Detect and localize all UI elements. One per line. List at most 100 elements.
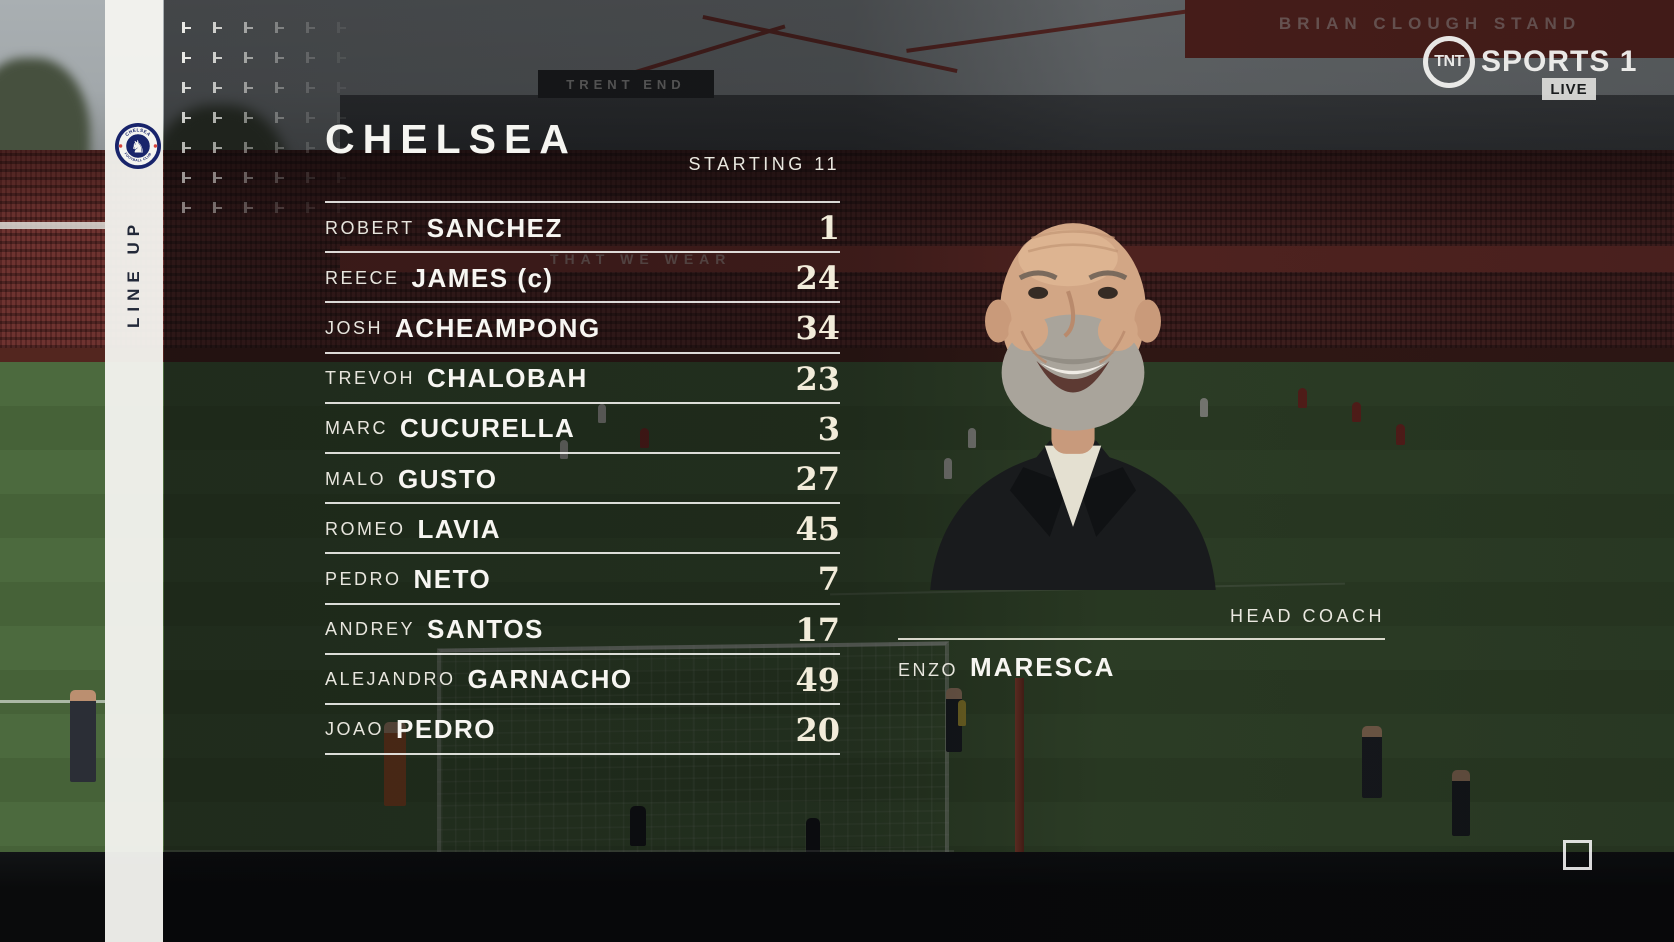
tnt-circle-icon: TNT (1423, 36, 1475, 88)
player-number: 3 (817, 409, 840, 448)
player-number: 45 (795, 510, 840, 549)
player-last-name: ACHEAMPONG (395, 312, 601, 343)
tick-icon (213, 82, 221, 93)
player-row: ROBERT SANCHEZ 1 (325, 201, 840, 251)
lineup-sidebar: CHELSEA FOOTBALL CLUB ♞ LINE UP (105, 0, 163, 942)
watermark-square (1563, 840, 1592, 870)
lion-glyph: ♞ (130, 138, 145, 157)
player-first-name: JOAO (325, 719, 385, 740)
player-last-name: GARNACHO (467, 664, 633, 695)
tick-icon (213, 142, 221, 153)
head-coach-label: HEAD COACH (1229, 606, 1385, 626)
coach-last-name: MARESCA (970, 652, 1116, 682)
coach-block: HEAD COACH ENZO MARESCA (898, 600, 1385, 695)
tick-icon (182, 82, 190, 93)
tick-icon (213, 52, 221, 63)
coach-photo (930, 223, 1216, 590)
tick-icon (275, 112, 283, 123)
player-row: PEDRO NETO 7 (325, 552, 840, 602)
tick-icon (306, 172, 314, 183)
player-last-name: GUSTO (398, 463, 498, 494)
tick-icon (337, 52, 345, 63)
starting-11-label: STARTING 11 (688, 154, 840, 174)
tick-icon (275, 142, 283, 153)
tick-icon (244, 22, 252, 33)
player-last-name: PEDRO (396, 714, 496, 745)
pitch-line (0, 700, 105, 703)
tick-icon (244, 52, 252, 63)
player-first-name: MARC (325, 418, 388, 439)
lineup-vertical-label: LINE UP (124, 218, 143, 328)
person-silhouette (70, 690, 96, 782)
tick-icon (244, 82, 252, 93)
tick-icon (182, 142, 190, 153)
tnt-sports-logo: TNT SPORTS 1 LIVE (1415, 28, 1660, 103)
tick-icon (182, 172, 190, 183)
tick-icon (306, 52, 314, 63)
player-row: MALO GUSTO 27 (325, 451, 840, 502)
tick-icon (275, 52, 283, 63)
tick-icon (306, 202, 314, 213)
player-first-name: TREVOH (325, 368, 416, 389)
player-last-name: SANTOS (427, 614, 544, 645)
player-row: ANDREY SANTOS 17 (325, 602, 840, 653)
tick-icon (244, 142, 252, 153)
coach-name: ENZO MARESCA (898, 652, 1115, 683)
player-number: 49 (795, 660, 840, 699)
tick-icon (306, 112, 314, 123)
tick-icon (306, 82, 314, 93)
tick-icon (337, 22, 345, 33)
player-last-name: CHALOBAH (427, 363, 588, 394)
player-row: JOSH ACHEAMPONG 34 (325, 301, 840, 351)
svg-text:CHELSEA: CHELSEA (124, 127, 152, 137)
tick-icon (213, 112, 221, 123)
player-row: TREVOH CHALOBAH 23 (325, 351, 840, 402)
tick-icon (275, 172, 283, 183)
player-number: 24 (795, 259, 840, 298)
tick-pattern (182, 22, 402, 232)
player-first-name: PEDRO (325, 568, 402, 589)
coach-divider (898, 638, 1385, 640)
player-row: JOAO PEDRO 20 (325, 702, 840, 753)
tick-icon (306, 142, 314, 153)
player-number: 17 (795, 610, 840, 649)
player-first-name: REECE (325, 267, 400, 288)
tick-icon (182, 52, 190, 63)
tick-icon (275, 202, 283, 213)
lineup-panel: CHELSEA STARTING 11 ROBERT SANCHEZ 1 REECE J… (325, 0, 840, 790)
dim-overlay (164, 0, 1674, 942)
player-number: 7 (817, 560, 840, 599)
player-number: 34 (795, 309, 840, 348)
tick-icon (275, 22, 283, 33)
player-row: REECE JAMES (c) 24 (325, 251, 840, 301)
player-row: ROMEO LAVIA 45 (325, 502, 840, 552)
roof-beam (0, 222, 105, 229)
live-badge: LIVE (1542, 78, 1596, 100)
player-number: 27 (795, 460, 840, 499)
player-row: MARC CUCURELLA 3 (325, 401, 840, 452)
coach-first-name: ENZO (898, 660, 959, 680)
tnt-network-text: TNT (1434, 53, 1464, 70)
players-table: ROBERT SANCHEZ 1 REECE JAMES (c) 24 JOSH ACHEAM… (325, 201, 840, 756)
player-first-name: ROBERT (325, 217, 415, 238)
player-first-name: ROMEO (325, 518, 406, 539)
tick-icon (337, 202, 345, 213)
tick-icon (337, 172, 345, 183)
tick-icon (337, 142, 345, 153)
player-last-name: NETO (413, 563, 492, 594)
player-number: 20 (795, 710, 840, 749)
player-last-name: SANCHEZ (426, 212, 563, 243)
tick-icon (182, 202, 190, 213)
player-last-name: CUCURELLA (400, 413, 576, 444)
channel-name: SPORTS 1 (1481, 45, 1638, 78)
player-last-name: JAMES (c) (411, 262, 554, 293)
tick-icon (306, 22, 314, 33)
tick-icon (244, 202, 252, 213)
player-first-name: ALEJANDRO (325, 669, 456, 690)
tick-icon (182, 22, 190, 33)
chelsea-badge-icon: CHELSEA FOOTBALL CLUB ♞ (115, 123, 161, 169)
player-first-name: JOSH (325, 317, 384, 338)
tick-icon (213, 172, 221, 183)
tick-icon (182, 112, 190, 123)
